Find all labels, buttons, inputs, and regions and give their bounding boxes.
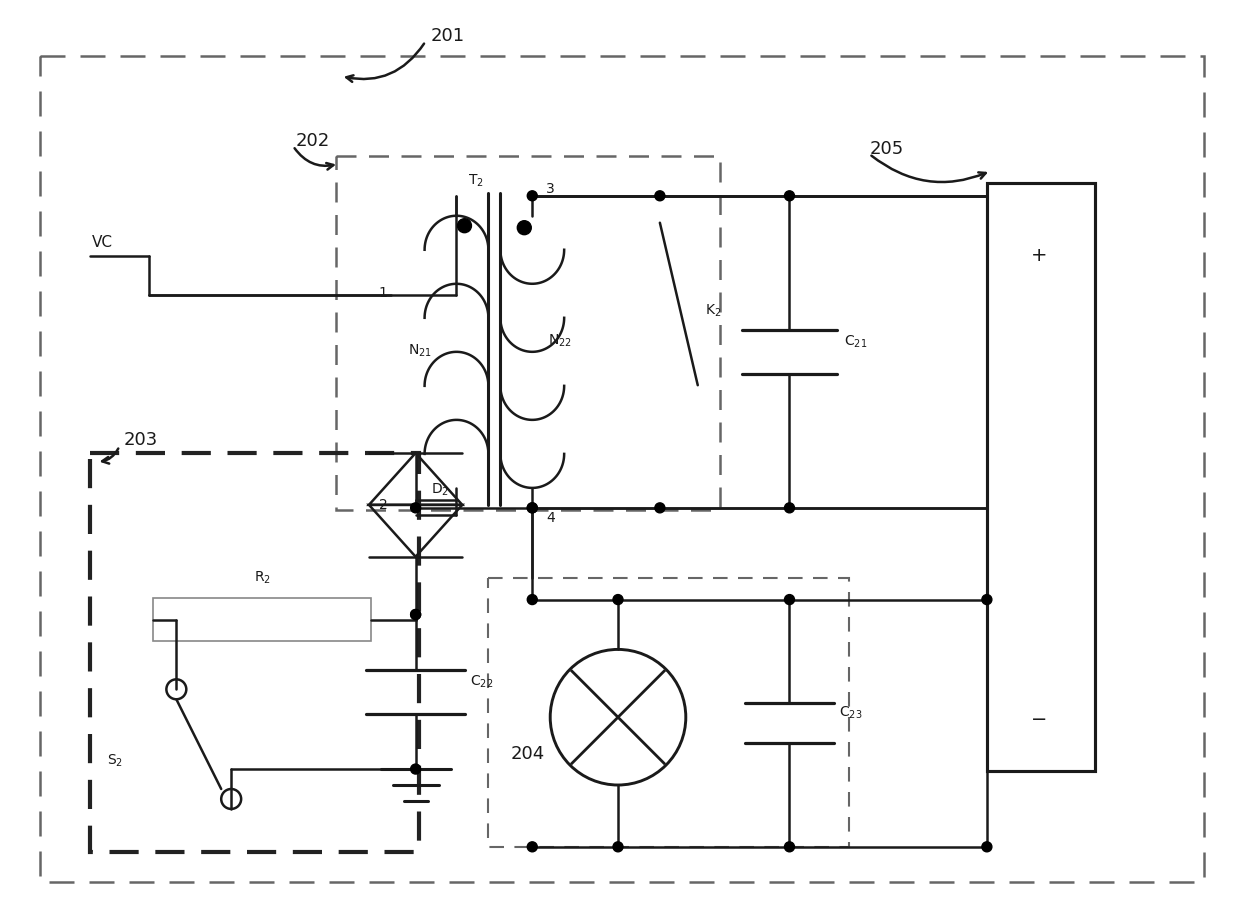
Text: +: + bbox=[1030, 246, 1047, 265]
Text: 202: 202 bbox=[296, 132, 330, 150]
Text: VC: VC bbox=[92, 235, 113, 251]
Circle shape bbox=[410, 610, 420, 620]
Bar bbox=[89, 453, 419, 852]
Circle shape bbox=[785, 842, 795, 852]
Circle shape bbox=[655, 503, 665, 513]
Circle shape bbox=[785, 503, 795, 513]
Text: S$_2$: S$_2$ bbox=[107, 753, 123, 769]
Circle shape bbox=[655, 191, 665, 201]
Text: 2: 2 bbox=[379, 498, 388, 512]
Text: T$_2$: T$_2$ bbox=[469, 173, 485, 189]
FancyArrowPatch shape bbox=[346, 43, 424, 82]
Text: D$_2$: D$_2$ bbox=[430, 482, 449, 498]
Circle shape bbox=[527, 595, 537, 605]
Circle shape bbox=[410, 503, 420, 513]
FancyArrowPatch shape bbox=[102, 449, 118, 464]
Bar bbox=[154, 598, 371, 642]
Circle shape bbox=[613, 842, 622, 852]
Bar bbox=[987, 183, 1095, 771]
Text: C$_{21}$: C$_{21}$ bbox=[844, 333, 868, 350]
Circle shape bbox=[410, 610, 420, 620]
Circle shape bbox=[613, 595, 622, 605]
Circle shape bbox=[410, 764, 420, 774]
Circle shape bbox=[517, 220, 531, 235]
FancyArrowPatch shape bbox=[295, 148, 334, 170]
FancyArrowPatch shape bbox=[872, 156, 986, 182]
Circle shape bbox=[458, 218, 471, 232]
Circle shape bbox=[527, 191, 537, 201]
Text: 201: 201 bbox=[430, 28, 465, 45]
Text: 203: 203 bbox=[124, 431, 157, 449]
Bar bbox=[987, 183, 1095, 771]
Circle shape bbox=[982, 595, 992, 605]
Circle shape bbox=[527, 503, 537, 513]
Circle shape bbox=[527, 503, 537, 513]
Circle shape bbox=[785, 595, 795, 605]
Text: 204: 204 bbox=[511, 745, 544, 763]
Text: C$_{23}$: C$_{23}$ bbox=[839, 705, 863, 722]
Circle shape bbox=[527, 842, 537, 852]
Text: R$_2$: R$_2$ bbox=[254, 569, 270, 586]
Text: −: − bbox=[1030, 710, 1047, 729]
Bar bbox=[489, 577, 849, 846]
Text: N$_{22}$: N$_{22}$ bbox=[548, 332, 572, 349]
Text: 4: 4 bbox=[547, 510, 556, 525]
Text: N$_{21}$: N$_{21}$ bbox=[408, 342, 432, 359]
Text: 1: 1 bbox=[379, 285, 388, 299]
Text: K$_2$: K$_2$ bbox=[704, 302, 722, 319]
Text: 205: 205 bbox=[869, 140, 904, 158]
Circle shape bbox=[982, 842, 992, 852]
Circle shape bbox=[785, 191, 795, 201]
Text: 3: 3 bbox=[547, 182, 556, 196]
Text: C$_{22}$: C$_{22}$ bbox=[470, 674, 494, 690]
Bar bbox=[336, 156, 719, 509]
